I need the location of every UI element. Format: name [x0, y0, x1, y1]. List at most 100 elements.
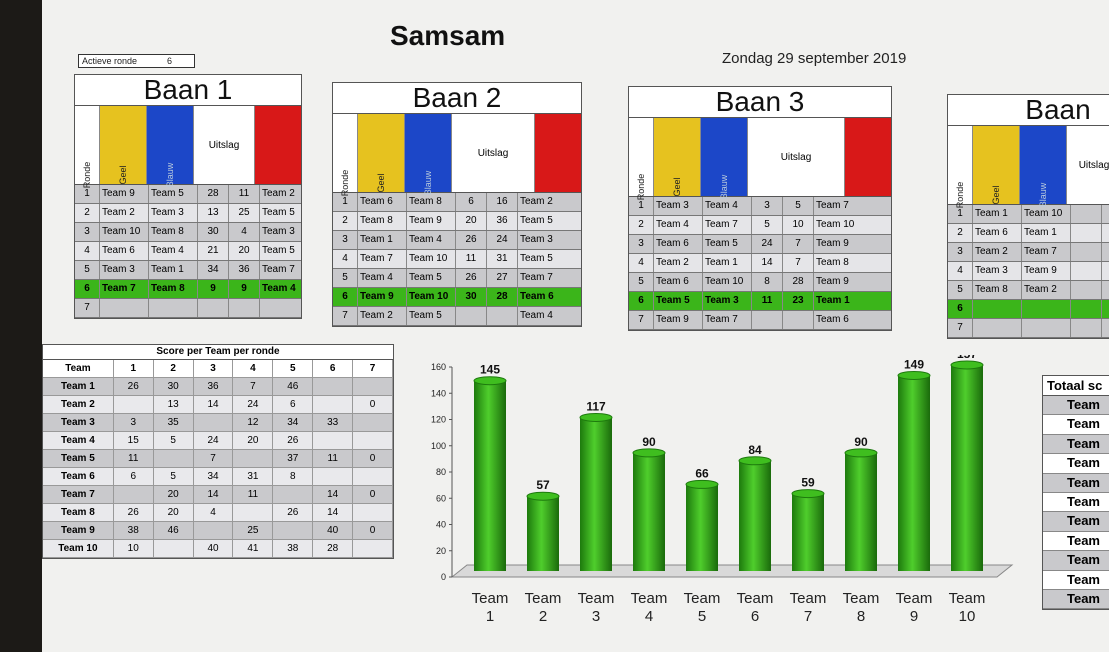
baan-row[interactable]: 7 — [75, 299, 301, 318]
baan-row[interactable]: 5 Team 8 Team 2 — [948, 281, 1109, 300]
x-tick-label: Team — [684, 590, 721, 607]
baan-cell: 5 — [948, 281, 973, 299]
baan-row[interactable]: 7 Team 9 Team 7 Team 6 — [629, 311, 891, 330]
baan-cell — [973, 319, 1022, 337]
baan-row[interactable]: 4 Team 2 Team 1 14 7 Team 8 — [629, 254, 891, 273]
baan-row[interactable]: 2 Team 4 Team 7 5 10 Team 10 — [629, 216, 891, 235]
score-cell: 40 — [194, 540, 234, 557]
baan-row[interactable]: 7 Team 2 Team 5 Team 4 — [333, 307, 581, 326]
header-rood — [255, 106, 301, 184]
bar — [898, 375, 930, 571]
baan-cell — [752, 311, 783, 329]
score-cell: 38 — [273, 540, 314, 557]
baan-cell: 5 — [75, 261, 100, 279]
bar-cap — [526, 491, 560, 501]
score-cell: 34 — [273, 414, 314, 431]
baan-cell — [1071, 319, 1102, 337]
baan-cell: 2 — [629, 216, 654, 234]
score-cell — [353, 540, 394, 557]
baan-row[interactable]: 5 Team 4 Team 5 26 27 Team 7 — [333, 269, 581, 288]
baan-row[interactable]: 6 — [948, 300, 1109, 319]
baan-row[interactable]: 3 Team 1 Team 4 26 24 Team 3 — [333, 231, 581, 250]
active-round-field[interactable]: Actieve ronde 6 — [78, 54, 195, 68]
baan-row[interactable]: 6 Team 9 Team 10 30 28 Team 6 — [333, 288, 581, 307]
baan-cell: Team 5 — [520, 253, 553, 264]
baan-cell — [1071, 262, 1102, 280]
baan-cell: Team 10 — [816, 219, 855, 230]
header-ronde: Ronde — [333, 114, 358, 196]
score-cell — [313, 432, 354, 449]
baan-title: Baan 2 — [333, 83, 581, 114]
baan-cell — [149, 299, 198, 317]
baan-cell: Team 1 — [149, 261, 198, 279]
score-cell: 34 — [194, 468, 234, 485]
baan-row[interactable]: 6 Team 7 Team 8 9 9 Team 4 — [75, 280, 301, 299]
bar-cap — [632, 448, 666, 458]
baan-cell: Team 3 — [100, 261, 149, 279]
baan-header: Ronde Geel Blauw Uitslag — [948, 126, 1109, 208]
score-cell: Team 6 — [43, 468, 114, 485]
baan-row[interactable]: 4 Team 3 Team 9 — [948, 262, 1109, 281]
baan-row[interactable]: 3 Team 10 Team 8 30 4 Team 3 — [75, 223, 301, 242]
header-blauw: Blauw — [1020, 126, 1067, 207]
data-label: 59 — [801, 476, 815, 490]
baan-row[interactable]: 1 Team 3 Team 4 3 5 Team 7 — [629, 197, 891, 216]
baan-cell — [973, 300, 1022, 318]
score-cell — [273, 522, 314, 539]
baan-cell: Team 2 — [520, 196, 553, 207]
baan-cell: 1 — [948, 205, 973, 223]
baan-row[interactable]: 2 Team 8 Team 9 20 36 Team 5 — [333, 212, 581, 231]
baan-row[interactable]: 2 Team 6 Team 1 — [948, 224, 1109, 243]
baan-cell: 6 — [948, 300, 973, 318]
baan-cell: Team 10 — [1022, 205, 1071, 223]
baan-row[interactable]: 5 Team 3 Team 1 34 36 Team 7 — [75, 261, 301, 280]
baan-cell: Team 4 — [149, 242, 198, 260]
baan-row[interactable]: 7 — [948, 319, 1109, 338]
baan-cell: Team 9 — [407, 212, 456, 230]
baan-cell: Team 2 — [1022, 281, 1071, 299]
score-cell: Team 2 — [43, 396, 114, 413]
score-cell: 33 — [313, 414, 354, 431]
bar — [845, 452, 877, 571]
baan-cell — [1071, 281, 1102, 299]
header-geel-label: Geel — [672, 177, 682, 197]
score-header-cell: 7 — [353, 360, 394, 377]
baan-row[interactable]: 3 Team 2 Team 7 — [948, 243, 1109, 262]
baan-cell: Team 5 — [520, 215, 553, 226]
baan-row[interactable]: 3 Team 6 Team 5 24 7 Team 9 — [629, 235, 891, 254]
baan-row[interactable]: 2 Team 2 Team 3 13 25 Team 5 — [75, 204, 301, 223]
score-table-row: Team 5 11 7 37 11 0 — [43, 450, 394, 468]
baan-cell — [783, 311, 814, 329]
header-uitslag-label: Uitslag — [477, 148, 509, 159]
baan-row[interactable]: 4 Team 7 Team 10 11 31 Team 5 — [333, 250, 581, 269]
y-tick-label: 60 — [436, 493, 446, 503]
baan-cell: Team 3 — [520, 234, 553, 245]
baan-row[interactable]: 1 Team 9 Team 5 28 11 Team 2 — [75, 185, 301, 204]
y-tick-label: 0 — [441, 572, 446, 582]
score-cell: 26 — [273, 504, 314, 521]
baan-cell: 3 — [752, 197, 783, 215]
bar-cap — [791, 489, 825, 499]
baan-row[interactable]: 4 Team 6 Team 4 21 20 Team 5 — [75, 242, 301, 261]
baan-row[interactable]: 5 Team 6 Team 10 8 28 Team 9 — [629, 273, 891, 292]
y-tick-label: 40 — [436, 520, 446, 530]
x-tick-label: Team — [790, 590, 827, 607]
x-tick-label-number: 10 — [959, 608, 976, 625]
score-cell: 40 — [313, 522, 354, 539]
baan-cell: Team 6 — [973, 224, 1022, 242]
score-cell — [273, 486, 314, 503]
bar-cap — [897, 370, 931, 380]
baan-row[interactable]: 1 Team 1 Team 10 — [948, 205, 1109, 224]
x-tick-label: Team — [949, 590, 986, 607]
baan-row[interactable]: 1 Team 6 Team 8 6 16 Team 2 — [333, 193, 581, 212]
baan-cell: Team 7 — [358, 250, 407, 268]
header-geel: Geel — [654, 118, 701, 197]
baan-row[interactable]: 6 Team 5 Team 3 11 23 Team 1 — [629, 292, 891, 311]
y-tick-label: 20 — [436, 546, 446, 556]
header-ronde-label: Ronde — [82, 161, 92, 189]
bar-cap — [738, 456, 772, 466]
bar-cap — [579, 412, 613, 422]
baan-panel: Baan 1 Ronde Geel Blauw Uitslag 1 Team 9 Team 5… — [74, 74, 302, 319]
score-cell: 35 — [154, 414, 194, 431]
header-uitslag-label: Uitslag — [208, 140, 240, 151]
